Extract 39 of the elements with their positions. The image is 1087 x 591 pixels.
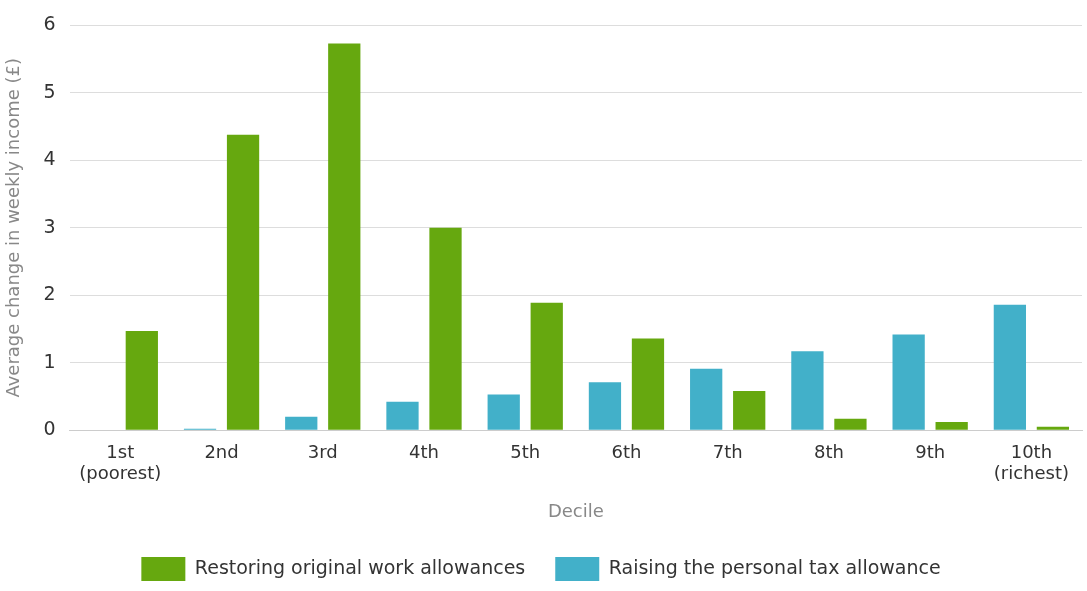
- x-tick-label: 3rd: [307, 440, 338, 462]
- bar: [993, 304, 1027, 430]
- y-tick-label: 0: [43, 417, 56, 440]
- legend-label: Raising the personal tax allowance: [608, 555, 941, 578]
- bar: [285, 416, 318, 430]
- bar: [125, 331, 158, 430]
- x-tick-label: 9th: [915, 440, 946, 462]
- bar: [690, 368, 723, 430]
- x-tick-label: 8th: [813, 440, 844, 462]
- x-tick-label: 10th (richest): [993, 440, 1070, 484]
- y-axis-title: Average change in weekly income (£): [2, 58, 24, 398]
- bar: [226, 134, 260, 430]
- x-axis-title: Decile: [547, 499, 604, 521]
- x-tick-label: 5th: [510, 440, 541, 462]
- y-tick-label: 2: [43, 282, 56, 305]
- bar: [530, 302, 563, 430]
- x-tick-label: 6th: [611, 440, 642, 462]
- x-tick-label: 4th: [409, 440, 439, 462]
- x-tick-label: 1st (poorest): [79, 440, 162, 484]
- bar: [429, 227, 462, 430]
- bar: [791, 351, 824, 430]
- bar: [386, 401, 419, 430]
- y-tick-label: 4: [43, 147, 56, 170]
- bar: [733, 391, 766, 430]
- bar: [1036, 426, 1070, 430]
- x-tick-label: 2nd: [204, 440, 239, 462]
- y-tick-label: 6: [43, 12, 56, 35]
- bar: [935, 422, 968, 430]
- bar: [588, 382, 622, 430]
- y-tick-label: 5: [43, 79, 56, 102]
- bar: [892, 334, 925, 430]
- bar: [834, 418, 867, 430]
- y-tick-label: 1: [43, 349, 56, 372]
- legend-label: Restoring original work allowances: [194, 555, 526, 578]
- bar: [631, 338, 665, 430]
- bar: [328, 43, 361, 430]
- y-tick-label: 3: [43, 214, 56, 237]
- x-tick-label: 7th: [712, 440, 743, 462]
- bar: [487, 394, 520, 430]
